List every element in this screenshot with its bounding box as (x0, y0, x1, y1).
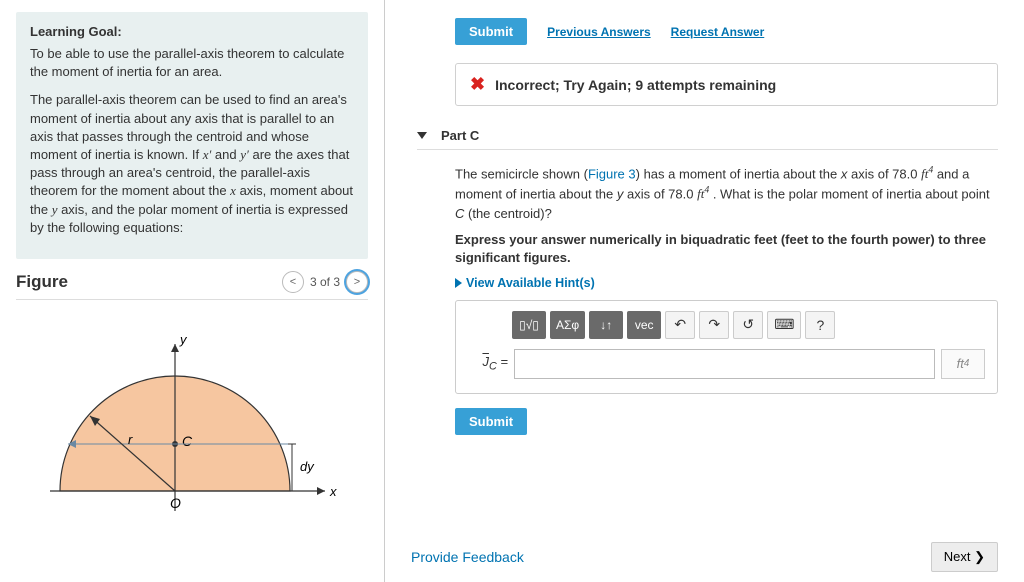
view-hints-link[interactable]: View Available Hint(s) (455, 276, 998, 290)
figure-pager: < 3 of 3 > (282, 271, 368, 293)
vector-button[interactable]: vec (627, 311, 661, 339)
request-answer-link[interactable]: Request Answer (671, 25, 765, 39)
top-actions: Submit Previous Answers Request Answer (455, 18, 998, 45)
axis-y-label: y (179, 332, 188, 347)
centroid-label: C (182, 433, 193, 449)
answer-instruction: Express your answer numerically in biqua… (455, 231, 998, 267)
semicircle-diagram: x y C r O dy (20, 316, 350, 536)
answer-box: ▯√▯ ΑΣφ ↓↑ vec ↶ ↷ ↺ ⌨ ? JC = ft4 (455, 300, 998, 394)
undo-button[interactable]: ↶ (665, 311, 695, 339)
templates-button[interactable]: ▯√▯ (512, 311, 546, 339)
dy-label: dy (300, 459, 315, 474)
part-header[interactable]: Part C (417, 128, 998, 150)
previous-answers-link[interactable]: Previous Answers (547, 25, 651, 39)
figure-canvas: x y C r O dy (0, 306, 384, 549)
collapse-icon (417, 132, 427, 139)
figure-title: Figure (16, 272, 68, 292)
part-label: Part C (441, 128, 479, 143)
learning-goal-p1: To be able to use the parallel-axis theo… (30, 45, 354, 81)
subscript-button[interactable]: ↓↑ (589, 311, 623, 339)
right-panel: Submit Previous Answers Request Answer ✖… (385, 0, 1024, 582)
pager-next-button[interactable]: > (346, 271, 368, 293)
bottom-row: Provide Feedback Next ❯ (411, 542, 998, 572)
submit-button-top[interactable]: Submit (455, 18, 527, 45)
axis-x-label: x (329, 484, 337, 499)
answer-row: JC = ft4 (468, 349, 985, 379)
answer-lhs: JC = (468, 354, 508, 373)
question-text: The semicircle shown (Figure 3) has a mo… (455, 164, 998, 223)
learning-goal-heading: Learning Goal: (30, 24, 354, 39)
answer-unit: ft4 (941, 349, 985, 379)
equation-toolbar: ▯√▯ ΑΣφ ↓↑ vec ↶ ↷ ↺ ⌨ ? (512, 311, 985, 339)
radius-label: r (128, 432, 133, 447)
greek-button[interactable]: ΑΣφ (550, 311, 585, 339)
redo-button[interactable]: ↷ (699, 311, 729, 339)
figure-link[interactable]: Figure 3 (588, 166, 636, 181)
answer-input[interactable] (514, 349, 935, 379)
pager-prev-button[interactable]: < (282, 271, 304, 293)
figure-divider (16, 299, 368, 300)
incorrect-icon: ✖ (470, 74, 485, 95)
feedback-text: Incorrect; Try Again; 9 attempts remaini… (495, 77, 776, 93)
submit-button[interactable]: Submit (455, 408, 527, 435)
next-button[interactable]: Next ❯ (931, 542, 998, 572)
provide-feedback-link[interactable]: Provide Feedback (411, 549, 524, 565)
figure-header: Figure < 3 of 3 > (0, 271, 384, 293)
reset-button[interactable]: ↺ (733, 311, 763, 339)
pager-text: 3 of 3 (310, 275, 340, 289)
origin-label: O (170, 495, 181, 511)
learning-goal-p2: The parallel-axis theorem can be used to… (30, 91, 354, 237)
help-button[interactable]: ? (805, 311, 835, 339)
left-panel: Learning Goal: To be able to use the par… (0, 0, 385, 582)
feedback-message: ✖ Incorrect; Try Again; 9 attempts remai… (455, 63, 998, 106)
keyboard-button[interactable]: ⌨ (767, 311, 801, 339)
learning-goal-box: Learning Goal: To be able to use the par… (16, 12, 368, 259)
expand-icon (455, 278, 462, 288)
